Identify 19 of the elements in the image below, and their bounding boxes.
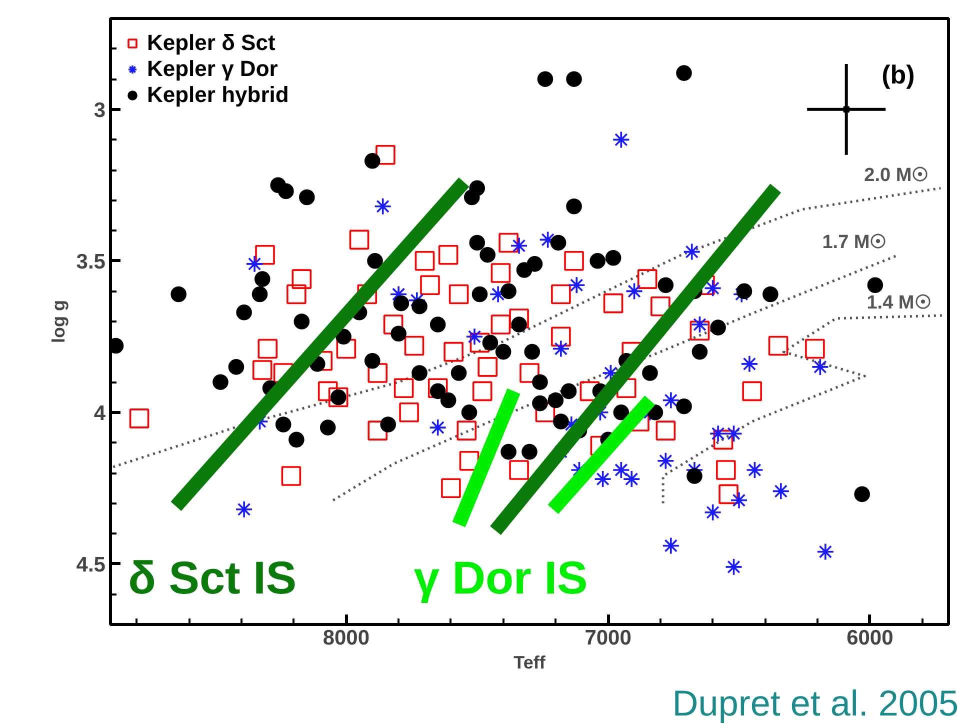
- legend-label: Kepler hybrid: [147, 82, 289, 108]
- y-tick-label: 3: [94, 98, 106, 122]
- series-label: 1.4 M☉: [866, 292, 932, 314]
- annotation: (b): [882, 59, 915, 90]
- x-axis-title: Teff: [514, 652, 546, 672]
- y-tick-label: 3.5: [76, 250, 106, 274]
- y-tick-label: 4.5: [76, 553, 106, 576]
- x-tick-label: 7000: [584, 626, 632, 650]
- y-axis-title: log g: [48, 300, 68, 343]
- x-tick-label: 6000: [846, 626, 894, 650]
- legend-label: Kepler γ Dor: [147, 56, 278, 82]
- y-tick-label: 4: [94, 402, 106, 425]
- series-label: 1.7 M☉: [822, 232, 887, 253]
- annotation: γ Dor IS: [414, 551, 588, 604]
- annotation: δ Sct IS: [128, 551, 297, 604]
- text: Dupret et al. 2005: [672, 682, 958, 724]
- legend-label: Kepler δ Sct: [147, 30, 276, 56]
- series-label: 2.0 M☉: [864, 165, 929, 186]
- x-tick-label: 8000: [322, 626, 370, 650]
